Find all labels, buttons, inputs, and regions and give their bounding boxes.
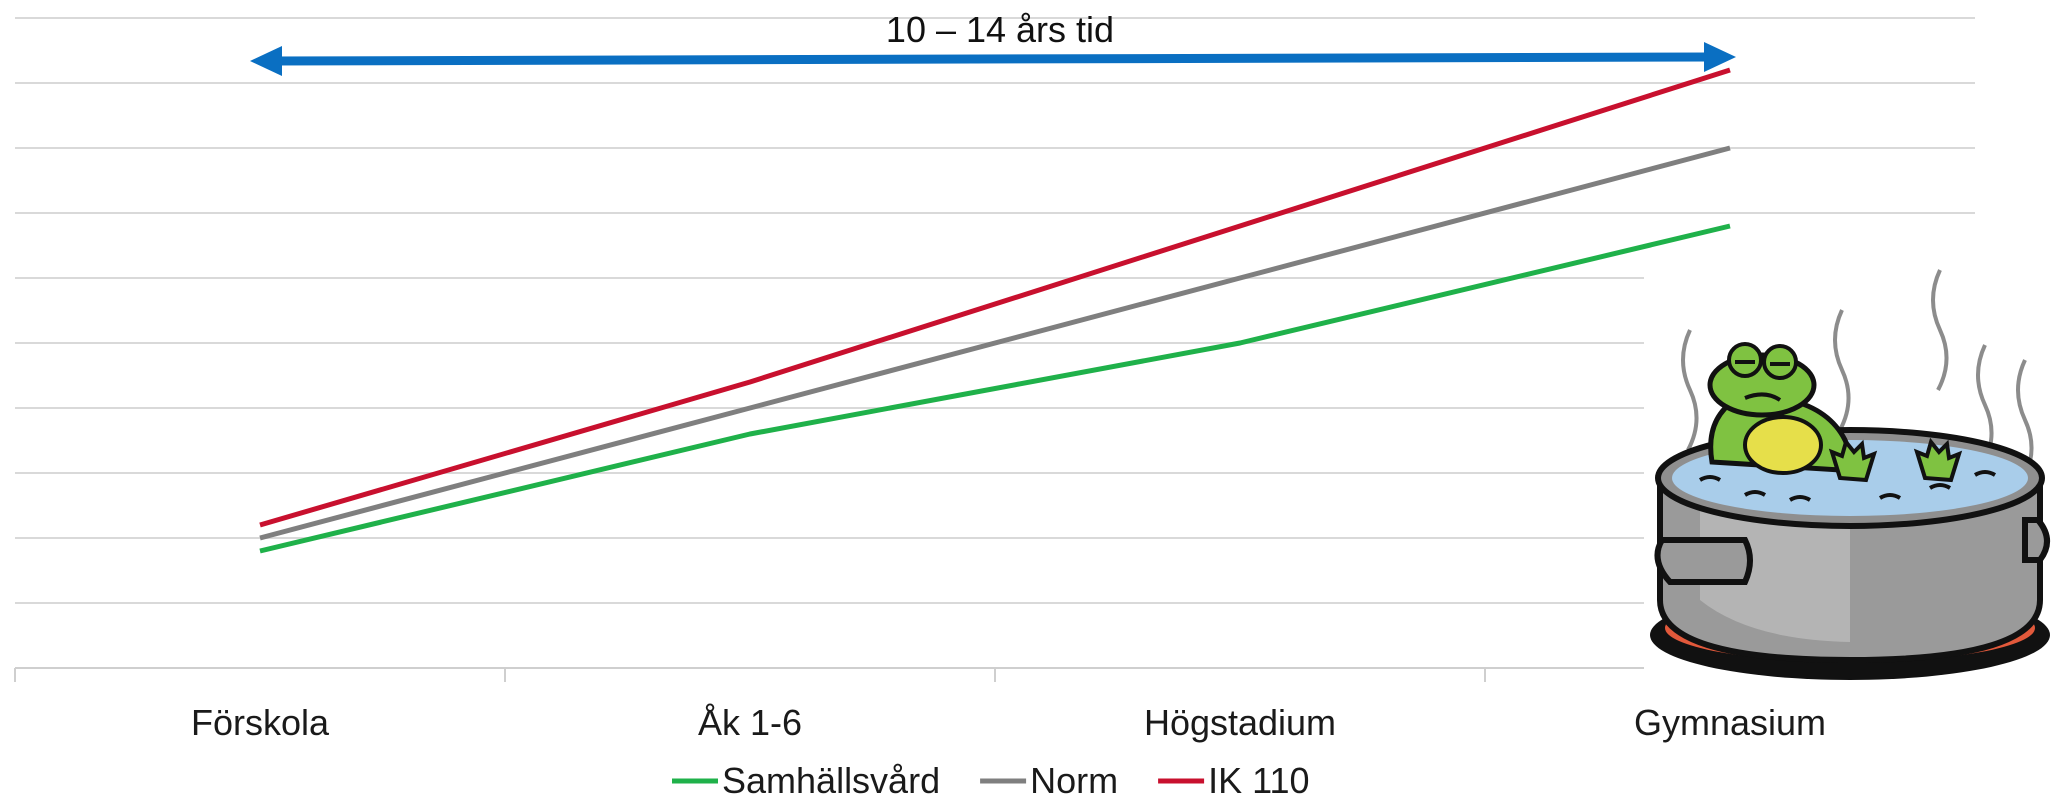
x-tick-label: Högstadium: [1144, 702, 1336, 743]
series-line: [259, 145, 1731, 541]
series-lines: [259, 67, 1731, 554]
series-line: [259, 223, 1731, 554]
legend: Samhällsvård Norm IK 110: [672, 760, 1310, 801]
legend-label: IK 110: [1208, 760, 1309, 801]
legend-label: Norm: [1030, 760, 1118, 801]
frog-in-boiling-pot-icon: [1644, 269, 2055, 690]
x-tick-label: Förskola: [191, 702, 330, 743]
x-tick-label: Åk 1-6: [698, 702, 802, 743]
series-line: [259, 67, 1731, 528]
duration-annotation: 10 – 14 års tid: [250, 9, 1736, 76]
legend-label: Samhällsvård: [722, 760, 940, 801]
duration-arrow-line: [269, 52, 1711, 66]
x-axis: Förskola Åk 1-6 Högstadium Gymnasium: [14, 667, 1976, 743]
x-tick-label: Gymnasium: [1634, 702, 1826, 743]
duration-arrow-right-head: [1704, 42, 1736, 72]
duration-label: 10 – 14 års tid: [886, 9, 1114, 50]
duration-arrow-left-head: [250, 46, 282, 76]
